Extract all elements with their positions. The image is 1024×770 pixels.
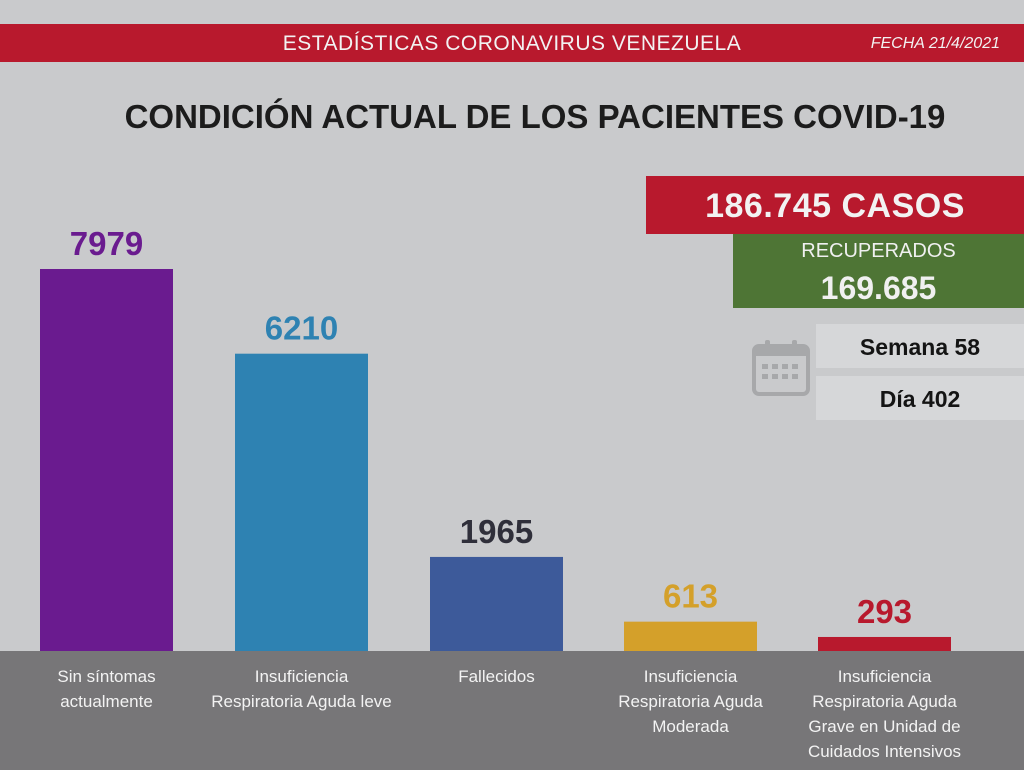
page-title: CONDICIÓN ACTUAL DE LOS PACIENTES COVID-… <box>124 98 946 135</box>
data-label-2: 6210 <box>265 310 338 347</box>
bar-2 <box>235 353 368 651</box>
category-label-2: Insuficiencia Respiratoria Aguda leve <box>211 667 392 711</box>
calendar-icon <box>752 340 810 396</box>
recovered-value: 169.685 <box>820 270 937 306</box>
day-box: Día 402 <box>816 376 1024 420</box>
recovered-box: RECUPERADOS 169.685 <box>733 234 1024 308</box>
data-label-5: 293 <box>857 593 912 630</box>
data-label-3: 1965 <box>460 513 533 550</box>
category-label-5: Insuficiencia Respiratoria Aguda Grave en … <box>807 667 962 761</box>
total-cases-box: 186.745 CASOS <box>646 176 1024 234</box>
category-label-3: Fallecidos <box>458 667 535 686</box>
bar-1 <box>40 269 173 651</box>
week-box: Semana 58 <box>816 324 1024 368</box>
day-value: Día 402 <box>879 386 961 412</box>
category-label-4: Insuficiencia Respiratoria Aguda Moderada <box>618 667 763 736</box>
recovered-label: RECUPERADOS <box>801 240 956 262</box>
bar-5 <box>818 636 951 651</box>
header-title: ESTADÍSTICAS CORONAVIRUS VENEZUELA <box>282 32 742 55</box>
header-bar: ESTADÍSTICAS CORONAVIRUS VENEZUELA FECHA… <box>0 24 1024 62</box>
total-cases-value: 186.745 CASOS <box>705 187 965 225</box>
bar-4 <box>624 621 757 651</box>
data-label-1: 7979 <box>70 225 143 262</box>
data-label-4: 613 <box>663 578 718 615</box>
category-band <box>0 651 1024 770</box>
category-label-1: Sin síntomas actualmente <box>57 667 156 711</box>
header-date: FECHA 21/4/2021 <box>870 35 1000 52</box>
week-value: Semana 58 <box>859 334 981 360</box>
bar-3 <box>430 556 563 651</box>
